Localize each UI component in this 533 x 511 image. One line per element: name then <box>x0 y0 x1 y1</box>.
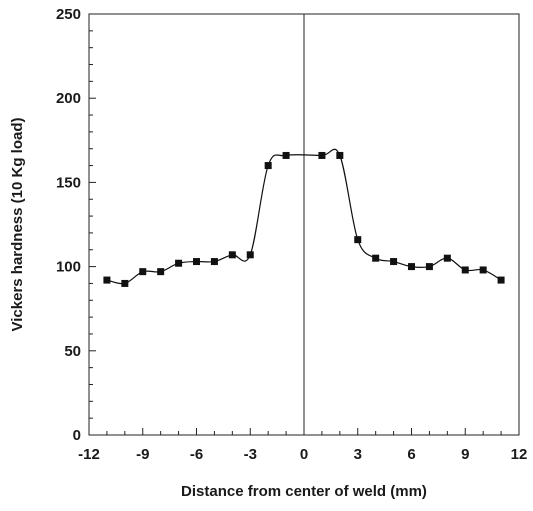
data-point-marker <box>139 268 147 276</box>
y-tick-label: 200 <box>56 90 81 107</box>
data-point-marker <box>157 268 165 276</box>
data-point-marker <box>246 251 254 259</box>
data-point-marker <box>425 263 433 271</box>
data-point-marker <box>390 258 398 266</box>
data-point-marker <box>228 251 236 259</box>
data-point-marker <box>443 254 451 262</box>
x-tick-label: 12 <box>511 446 528 463</box>
y-tick-label: 250 <box>56 6 81 23</box>
data-point-marker <box>461 266 469 274</box>
y-tick-label: 0 <box>73 427 81 444</box>
data-point-marker <box>193 258 200 266</box>
data-point-marker <box>318 151 326 159</box>
hardness-series-line <box>106 148 502 285</box>
x-tick-label: 6 <box>407 446 415 463</box>
data-point-marker <box>175 259 183 267</box>
data-point-marker <box>264 162 272 170</box>
data-point-marker <box>354 236 362 244</box>
x-tick-label: 0 <box>300 446 308 463</box>
data-point-marker <box>336 151 344 159</box>
x-tick-label: 9 <box>461 446 469 463</box>
x-tick-label: -9 <box>136 446 149 463</box>
y-axis-title: Vickers hardness (10 Kg load) <box>9 118 26 332</box>
x-tick-label: -6 <box>190 446 203 463</box>
data-point-marker <box>121 279 129 287</box>
data-markers <box>103 151 505 287</box>
data-point-marker <box>479 266 487 274</box>
y-tick-label: 150 <box>56 174 81 191</box>
data-point-marker <box>282 151 290 159</box>
data-point-marker <box>497 276 505 284</box>
data-point-marker <box>372 254 380 262</box>
x-tick-label: -12 <box>78 446 100 463</box>
x-tick-label: 3 <box>354 446 362 463</box>
y-tick-label: 100 <box>56 259 81 276</box>
y-tick-label: 50 <box>64 343 81 360</box>
y-tick-labels: 0 50 100 150 200 250 <box>56 6 81 444</box>
x-tick-labels: -12 -9 -6 -3 0 3 6 9 12 <box>78 446 527 463</box>
x-tick-label: -3 <box>244 446 257 463</box>
x-axis-title: Distance from center of weld (mm) <box>181 483 427 500</box>
data-point-marker <box>210 258 218 266</box>
data-point-marker <box>103 276 111 284</box>
data-point-marker <box>408 263 415 271</box>
